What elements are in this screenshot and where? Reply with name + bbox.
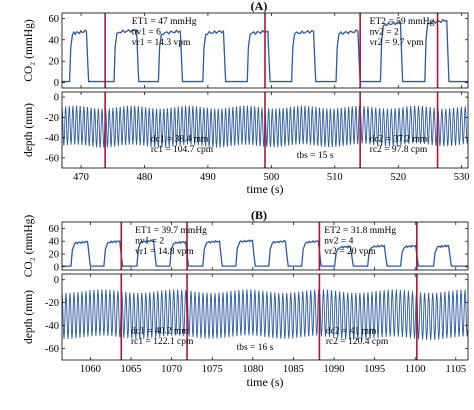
panel-label: (B) <box>251 208 267 222</box>
y-tick-label: 0 <box>54 78 59 89</box>
x-tick-label: 1065 <box>121 364 142 375</box>
y-tick-label: 0 <box>54 93 59 104</box>
co2-trace-series <box>62 239 468 267</box>
annotation-line: rc2 = 97.8 cpm <box>370 145 428 155</box>
annotation-line: vr2 = 20 vpm <box>324 247 376 257</box>
y-tick-label: -60 <box>45 344 59 355</box>
annotation-line: rc2 = 120.4 cpm <box>326 337 389 347</box>
co2-trace-series <box>62 18 468 83</box>
annotation-line: ET2 = 59 mmHg <box>370 17 435 27</box>
x-tick-label: 510 <box>327 172 343 183</box>
annotation-line: vr1 = 14.3 vpm <box>132 38 191 48</box>
y-tick-label: 20 <box>49 57 60 68</box>
x-tick-label: 500 <box>263 172 279 183</box>
x-tick-label: 1095 <box>364 364 385 375</box>
annotation-line: dc1 = 40.2 mm <box>131 327 189 337</box>
y-tick-label: 20 <box>49 250 60 261</box>
axes-frame <box>61 221 469 271</box>
y-tick-label: -60 <box>45 153 59 164</box>
x-tick-label: 1075 <box>202 364 223 375</box>
annotation-line: ET2 = 31.8 mmHg <box>324 226 396 236</box>
axes-bottom: -60 -40 -20 0 470 480 490 500 510 520 530 depth (mm… <box>23 91 470 183</box>
x-tick-label: 1080 <box>242 364 263 375</box>
y-tick-label: -20 <box>45 298 59 309</box>
axes-top: 0 20 40 60 CO₂ (mmHg) <box>23 12 469 89</box>
x-tick-label: 1070 <box>161 364 182 375</box>
annotation-line: vr1 = 14.8 vpm <box>135 247 194 257</box>
annotation-line: ET1 = 47 mmHg <box>132 17 197 27</box>
x-tick-label: 490 <box>200 172 216 183</box>
y-tick-label: 0 <box>54 275 59 286</box>
y-axis-label: CO₂ (mmHg) <box>23 19 35 82</box>
y-axis-label: CO₂ (mmHg) <box>23 215 35 278</box>
y-tick-label: 40 <box>49 237 60 248</box>
annotation-line: tbs = 15 s <box>297 151 334 161</box>
x-tick-label: 480 <box>137 172 153 183</box>
axes-top: 020 40 60 CO₂ (mmHg) <box>23 215 469 278</box>
y-tick-label: 60 <box>49 224 60 235</box>
y-tick-label: -40 <box>45 133 59 144</box>
x-tick-label: 1060 <box>80 364 101 375</box>
annotation-line: dc2 = 41 mm <box>326 327 377 337</box>
y-tick-label: -40 <box>45 321 59 332</box>
x-tick-label: 470 <box>73 172 89 183</box>
y-tick-label: -20 <box>45 113 59 124</box>
y-axis-label: depth (mm) <box>23 290 35 344</box>
x-tick-label: 520 <box>390 172 406 183</box>
annotation-line: dc2 = 37.2 mm <box>370 135 428 145</box>
axes-frame <box>61 273 469 361</box>
annotation-line: rc1 = 104.7 cpm <box>151 145 214 155</box>
annotation-line: vr2 = 9.7 vpm <box>370 38 425 48</box>
axes-frame <box>61 12 469 89</box>
x-tick-label: 1105 <box>446 364 467 375</box>
annotation-line: tbs = 16 s <box>237 343 274 353</box>
annotation-line: nv2 = 2 <box>370 28 399 38</box>
x-tick-label: 1085 <box>283 364 304 375</box>
x-tick-label: 530 <box>454 172 470 183</box>
annotation-line: dc1 = 38.4 mm <box>151 135 209 145</box>
axes-frame <box>61 91 469 169</box>
axes-bottom: -60 -40 -20 0 1060 1065 1070 1075 1080 1085 1090 10… <box>23 273 469 375</box>
x-tick-label: 1090 <box>324 364 345 375</box>
annotation-line: rc1 = 122.1 cpm <box>131 337 194 347</box>
y-tick-label: 0 <box>54 262 59 273</box>
panel-label: (A) <box>251 0 268 13</box>
depth-trace-series <box>62 289 468 340</box>
y-tick-label: 40 <box>49 35 60 46</box>
depth-trace-series <box>62 105 468 148</box>
y-axis-label: depth (mm) <box>23 103 35 157</box>
x-tick-label: 1100 <box>405 364 426 375</box>
annotation-line: nv2 = 4 <box>324 237 353 247</box>
annotation-line: nv1 = 6 <box>132 28 161 38</box>
annotation-line: ET1 = 39.7 mmHg <box>135 226 207 236</box>
y-tick-label: 60 <box>49 14 60 25</box>
x-axis-label: time (s) <box>247 182 284 196</box>
x-axis-label: time (s) <box>247 375 284 389</box>
annotation-line: nv1 = 2 <box>135 237 164 247</box>
